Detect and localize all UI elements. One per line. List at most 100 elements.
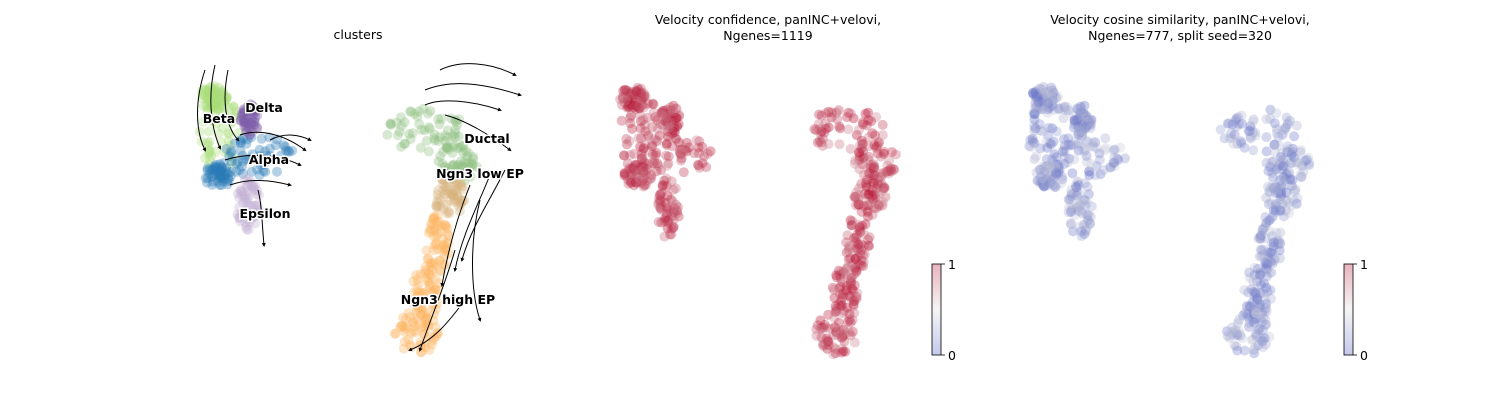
cell-point [662,190,673,201]
cell-point [1236,110,1247,121]
cell-point [1264,215,1275,226]
cell-point [202,163,213,174]
cell-point [841,281,852,291]
cell-point [1222,118,1233,129]
cell-point [405,106,416,117]
cell-point [1027,133,1038,144]
cell-point [235,209,246,220]
cell-point [425,226,436,237]
cell-point [851,187,862,198]
cell-point [1242,300,1252,311]
panel3-title-line1: Velocity cosine similarity, panINC+velov… [1050,12,1310,27]
cell-point [435,226,446,237]
cell-point [665,129,676,140]
cell-point [660,213,671,224]
cell-point [260,146,271,157]
cell-point [1264,187,1275,198]
cell-point [1032,175,1043,186]
cell-point [243,107,254,117]
cell-point [1255,333,1266,344]
cell-point [660,116,671,127]
cluster-label-ngn3-high-ep: Ngn3 high EP [401,292,495,307]
cell-point [1031,88,1042,99]
cell-point [409,321,420,332]
cell-point [203,148,214,159]
cell-point [424,278,435,289]
cell-point [452,161,463,172]
cell-point [260,166,271,177]
cell-point [1234,331,1245,342]
cell-point [249,120,260,131]
cell-point [1055,178,1066,189]
cell-point [462,151,473,162]
cell-point [1224,133,1235,144]
cell-point [1238,310,1248,321]
cell-point [1231,113,1242,124]
cell-point [1249,270,1260,281]
cell-point [857,154,868,165]
cell-point [1038,163,1049,173]
cell-point [1031,102,1042,113]
cell-point [447,160,458,171]
cell-point [256,157,267,168]
cell-point [629,160,640,171]
cell-point [1219,133,1230,144]
cell-point [440,161,451,172]
cell-point [697,141,708,152]
cell-point [1272,239,1283,249]
cell-point [236,111,247,122]
cell-point [1277,124,1288,135]
cell-point [432,244,443,255]
cell-point [424,269,435,280]
cell-point [1077,119,1088,130]
cell-point [235,186,246,197]
cell-point [1278,211,1289,222]
cell-point [237,197,248,208]
cell-point [667,196,678,207]
cell-point [1029,109,1040,120]
cell-point [203,160,214,170]
cell-point [877,130,888,141]
cell-point [837,293,848,303]
cell-point [1076,106,1087,117]
cell-point [830,301,841,312]
cell-point [1234,314,1244,325]
cell-point [1248,145,1259,156]
cell-point [235,115,246,126]
cell-point [223,173,234,184]
cluster-label-ngn3-low-ep: Ngn3 low EP [436,166,524,181]
cell-point [1269,139,1280,150]
cell-point [668,207,679,218]
cell-point [858,152,869,163]
cell-point [440,220,451,231]
cell-point [1257,224,1268,235]
cell-point [1082,197,1093,208]
cell-point [863,115,874,126]
cell-point [201,100,212,111]
cell-point [1070,115,1081,126]
cell-point [1263,253,1274,264]
cell-point [428,287,438,298]
cell-point [202,105,213,116]
cell-point [1067,168,1078,179]
cell-point [198,89,209,100]
cell-point [847,216,858,227]
cell-point [666,116,677,127]
cell-point [627,100,638,110]
cell-point [1053,159,1064,170]
cell-point [240,121,251,131]
cell-point [633,164,644,175]
cell-point [439,165,450,176]
cell-point [1235,136,1246,147]
cell-point [820,108,831,119]
cell-point [848,113,859,124]
cell-point [467,159,478,170]
cell-point [241,221,252,232]
cell-point [633,167,644,178]
cell-point [423,122,434,133]
cell-point [878,148,889,159]
velocity-streamline [257,189,266,247]
cell-point [657,120,668,131]
cell-point [847,259,858,270]
cell-point [447,189,458,200]
